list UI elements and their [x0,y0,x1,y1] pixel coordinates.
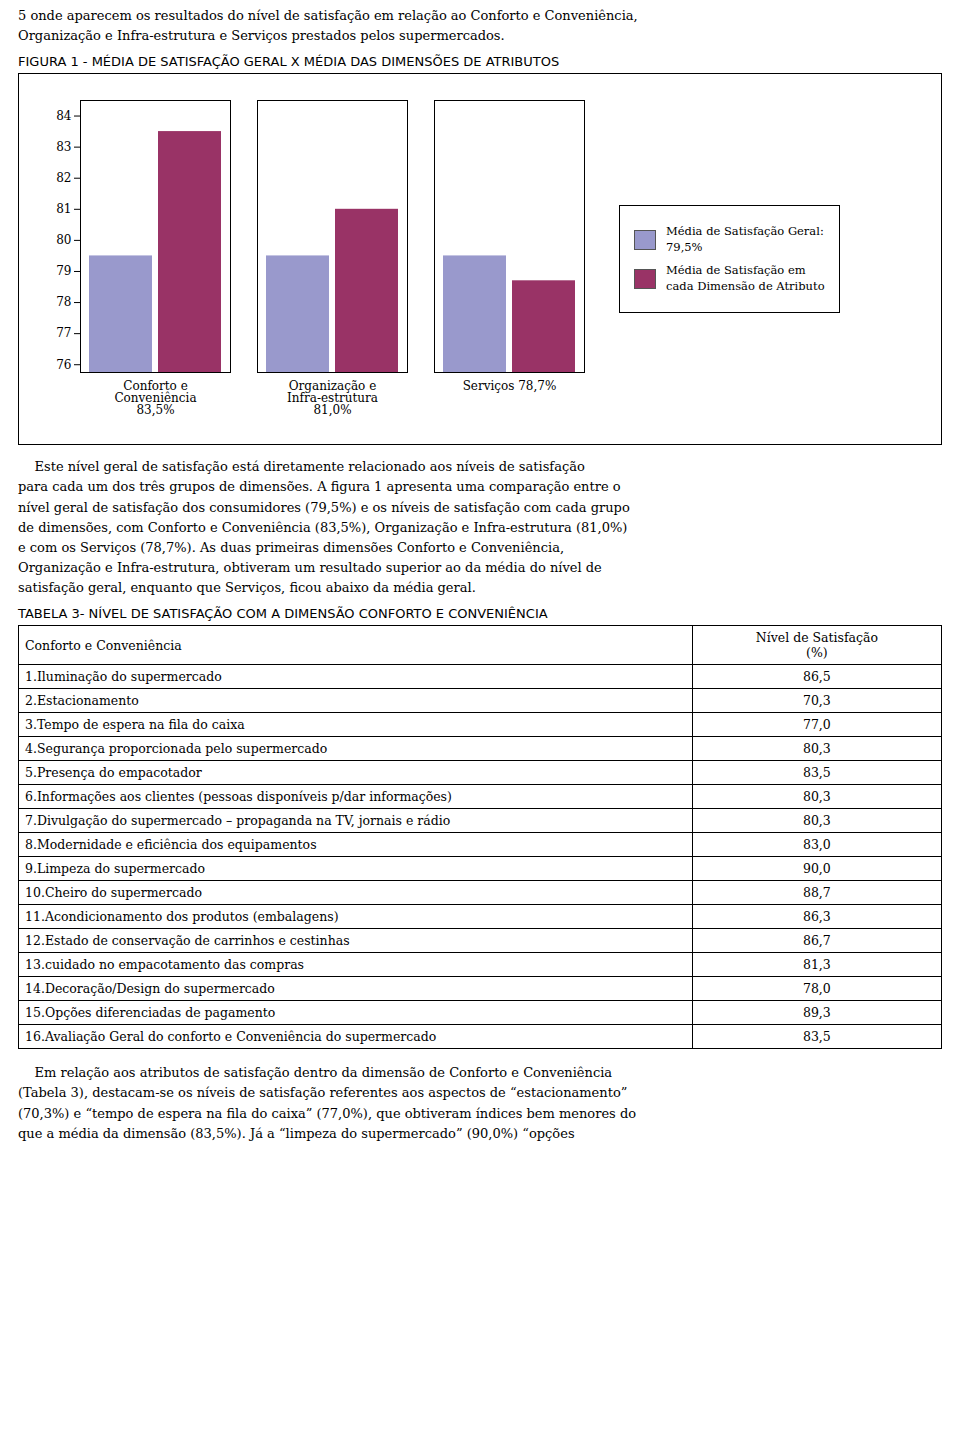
html-text:86,3: 86,3 [803,909,831,925]
svg-text:84: 84 [56,109,72,123]
html-text:9.Limpeza do supermercado: 9.Limpeza do supermercado [25,861,205,877]
html-text:1.Iluminação do supermercado: 1.Iluminação do supermercado [25,669,222,685]
html-text:8.Modernidade e eficiência dos: 8.Modernidade e eficiência dos equipamen… [25,837,317,853]
html-text:16.Avaliação Geral do conforto: 16.Avaliação Geral do conforto e Conveni… [25,1029,437,1045]
html-text:14.Decoração/Design do superme: 14.Decoração/Design do supermercado [25,981,275,997]
html-text:12.Estado de conservação de ca: 12.Estado de conservação de carrinhos e … [25,933,350,949]
html-text:90,0: 90,0 [803,861,831,877]
html-text:6.Informações aos clientes (pe: 6.Informações aos clientes (pessoas disp… [25,789,452,805]
svg-text:Organização eInfra-estrutura81: Organização eInfra-estrutura81,0% [287,379,378,417]
svg-text:80: 80 [56,234,71,248]
html-text:83,5: 83,5 [803,1029,831,1045]
html-text:80,3: 80,3 [803,789,831,805]
html-text:Média de Satisfação em cada Di: Média de Satisfação em cada Dimensão de … [666,263,825,293]
html-text:7.Divulgação do supermercado –: 7.Divulgação do supermercado – propagand… [25,813,451,829]
html-text:Conforto e Conveniência: Conforto e Conveniência [25,637,182,653]
html-text:Em relação aos atributos de sa: Em relação aos atributos de satisfação d… [18,1065,637,1141]
html-text:89,3: 89,3 [803,1005,831,1021]
svg-text:77: 77 [56,327,71,341]
svg-text:81: 81 [56,202,71,216]
html-text:83,0: 83,0 [803,837,831,853]
html-text:2.Estacionamento: 2.Estacionamento [25,693,139,709]
svg-text:Conforto eConveniência83,5%: Conforto eConveniência83,5% [114,379,196,417]
html-text:3.Tempo de espera na fila do c: 3.Tempo de espera na fila do caixa [25,717,245,733]
svg-text:79: 79 [56,265,71,279]
html-text:70,3: 70,3 [803,693,831,709]
html-text:Este nível geral de satisfação: Este nível geral de satisfação está dire… [18,459,630,596]
html-text:4.Segurança proporcionada pelo: 4.Segurança proporcionada pelo supermerc… [25,741,328,757]
svg-text:Serviços 78,7%: Serviços 78,7% [463,379,557,393]
html-text:Média de Satisfação Geral: 79,: Média de Satisfação Geral: 79,5% [666,224,824,254]
html-text:5.Presença do empacotador: 5.Presença do empacotador [25,765,202,781]
html-text:80,3: 80,3 [803,813,831,829]
html-text:86,5: 86,5 [803,669,831,685]
svg-text:76: 76 [56,358,71,372]
html-text:88,7: 88,7 [803,885,831,901]
html-text:FIGURA 1 - MÉDIA DE SATISFAÇÃO: FIGURA 1 - MÉDIA DE SATISFAÇÃO GERAL X M… [18,54,560,70]
html-text:77,0: 77,0 [803,717,831,733]
html-text:81,3: 81,3 [803,957,831,973]
html-text:Nível de Satisfação (%): Nível de Satisfação (%) [755,630,878,661]
html-text:15.Opções diferenciadas de pag: 15.Opções diferenciadas de pagamento [25,1005,276,1021]
html-text:86,7: 86,7 [803,933,831,949]
html-text:80,3: 80,3 [803,741,831,757]
html-text:10.Cheiro do supermercado: 10.Cheiro do supermercado [25,885,202,901]
svg-text:78: 78 [56,296,71,310]
html-text:83,5: 83,5 [803,765,831,781]
html-text:78,0: 78,0 [803,981,831,997]
svg-text:83: 83 [56,140,71,154]
html-text:11.Acondicionamento dos produt: 11.Acondicionamento dos produtos (embala… [25,909,339,925]
html-text:13.cuidado no empacotamento da: 13.cuidado no empacotamento das compras [25,957,304,973]
html-text:5 onde aparecem os resultados: 5 onde aparecem os resultados do nível d… [18,8,638,44]
svg-text:82: 82 [56,171,71,185]
html-text:TABELA 3- NÍVEL DE SATISFAÇÃO: TABELA 3- NÍVEL DE SATISFAÇÃO COM A DIME… [18,606,548,622]
